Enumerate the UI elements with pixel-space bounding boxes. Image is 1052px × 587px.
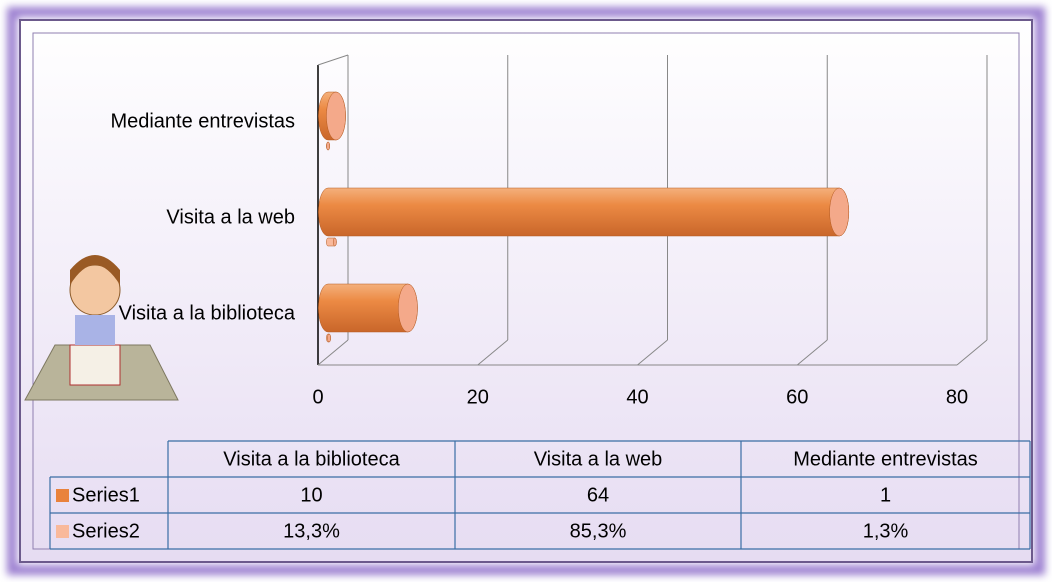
table-cell: 1 bbox=[880, 484, 891, 506]
y-tick-label: Visita a la web bbox=[166, 206, 295, 228]
table-cell: 10 bbox=[300, 484, 322, 506]
legend-key bbox=[56, 489, 69, 502]
frame bbox=[20, 20, 1032, 562]
y-tick-label: Visita a la biblioteca bbox=[119, 302, 296, 324]
bar-cap bbox=[830, 188, 849, 236]
x-tick-label: 80 bbox=[946, 386, 968, 408]
bar-cap bbox=[333, 238, 336, 246]
table-header: Visita a la biblioteca bbox=[223, 448, 400, 470]
legend-label: Series1 bbox=[72, 484, 140, 506]
y-tick-label: Mediante entrevistas bbox=[110, 110, 295, 132]
x-tick-label: 60 bbox=[786, 386, 808, 408]
table-header: Visita a la web bbox=[534, 448, 663, 470]
page: {"chart_data": {"type": "bar", "orientat… bbox=[0, 0, 1052, 582]
bar-cap bbox=[326, 92, 345, 140]
table-cell: 64 bbox=[587, 484, 609, 506]
table-header: Mediante entrevistas bbox=[793, 448, 978, 470]
table-cell: 13,3% bbox=[283, 520, 340, 542]
x-tick-label: 20 bbox=[467, 386, 489, 408]
legend-label: Series2 bbox=[72, 520, 140, 542]
bar-cap bbox=[398, 284, 417, 332]
bar-cap bbox=[327, 334, 330, 342]
chart: 0 20 40 60 80 Visita a la biblioteca Visita a … bbox=[0, 0, 1052, 582]
x-tick-label: 40 bbox=[626, 386, 648, 408]
bar-cap bbox=[327, 142, 330, 150]
bar bbox=[318, 188, 848, 236]
table-cell: 85,3% bbox=[570, 520, 627, 542]
x-tick-label: 0 bbox=[312, 386, 323, 408]
legend-key bbox=[56, 525, 69, 538]
table-cell: 1,3% bbox=[863, 520, 909, 542]
